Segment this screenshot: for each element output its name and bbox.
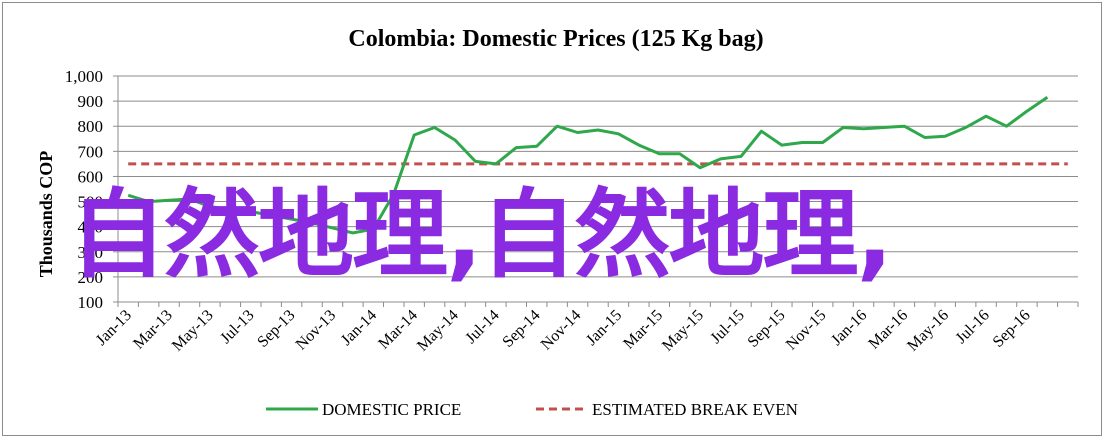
gridlines [117,75,1078,303]
x-tick-label: May-14 [414,307,462,355]
legend: DOMESTIC PRICE ESTIMATED BREAK EVEN [266,400,798,419]
x-tick-label: Jan-16 [828,307,870,349]
y-tick-label: 300 [78,243,104,262]
y-tick-label: 700 [78,142,104,161]
x-tick-label: Jan-13 [93,307,135,349]
y-tick-label: 600 [78,167,104,186]
x-tick-label: Sep-15 [745,307,789,351]
y-axis-label: Thousands COP [36,151,56,278]
x-tick-label: Sep-14 [499,307,543,351]
legend-label: DOMESTIC PRICE [322,400,461,419]
x-tick-label: Jul-13 [217,307,257,347]
y-tick-label: 500 [78,193,104,212]
x-tick-label: May-16 [904,307,952,355]
y-tick-label: 900 [78,92,104,111]
x-tick-label: Mar-13 [130,307,176,353]
y-tick-label: 200 [78,268,104,287]
x-tick-label: Sep-13 [254,307,298,351]
y-tick-label: 800 [78,117,104,136]
y-axis-ticks: 1,000 900 800 700 600 500 400 300 200 100 [65,67,118,312]
legend-label: ESTIMATED BREAK EVEN [592,400,798,419]
x-tick-label: Jul-16 [953,307,993,347]
x-tick-label: Mar-15 [620,307,666,353]
x-tick-label: Nov-14 [538,307,585,354]
series-layer [127,96,1068,235]
x-tick-label: Nov-13 [293,307,340,354]
chart-title: Colombia: Domestic Prices (125 Kg bag) [348,26,763,52]
x-tick-label: Sep-16 [990,307,1034,351]
y-tick-label: 100 [78,293,104,312]
x-tick-label: Mar-16 [865,307,911,353]
x-tick-label: Jul-14 [462,307,502,347]
x-tick-label: Jan-15 [583,307,625,349]
x-tick-label: May-13 [169,307,217,355]
y-tick-label: 1,000 [65,67,103,86]
y-tick-label: 400 [78,218,104,237]
x-tick-label: Nov-15 [783,307,830,354]
x-tick-label: Jul-15 [708,307,748,347]
x-tick-label: Mar-14 [375,307,421,353]
x-tick-label: Jan-14 [338,307,380,349]
x-tick-label: May-15 [659,307,707,355]
series-line [127,96,1049,235]
